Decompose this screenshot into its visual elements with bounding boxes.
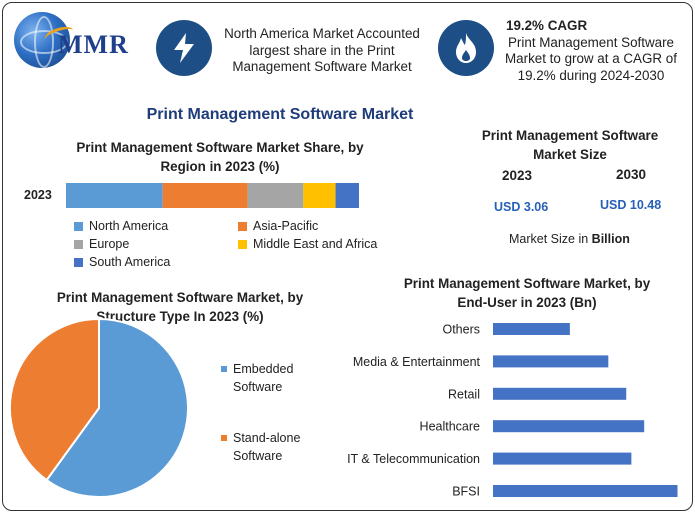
legend-swatch	[74, 221, 83, 231]
enduser-chart-title: Print Management Software Market, by End…	[385, 274, 669, 312]
legend-label: Asia-Pacific	[253, 219, 319, 233]
enduser-bar-others	[493, 323, 570, 335]
legend-label: Europe	[89, 237, 130, 251]
pie-slice-embedded-software	[45, 317, 189, 498]
fact2-line3: 19.2% during 2024-2030	[517, 67, 665, 83]
enduser-bar-chart: Others Media & Entertainment Retail Healthc…	[347, 323, 678, 499]
region-stacked-bar-chart: 2023	[24, 183, 359, 208]
fact1-line2: largest share in the Print	[249, 42, 395, 58]
enduser-title-line2: End-User in 2023 (Bn)	[457, 295, 597, 310]
market-size-unit-note: Market Size in Billion	[509, 232, 630, 246]
brand-logo-text: MMR	[58, 30, 129, 59]
enduser-title-line1: Print Management Software Market, by	[403, 276, 651, 291]
market-size-title-line1: Print Management Software	[481, 128, 659, 143]
region-legend-item-north-america: North America	[74, 219, 168, 233]
structure-chart-title: Print Management Software Market, by Str…	[30, 288, 330, 326]
region-legend-item-middle-east-and-africa: Middle East and Africa	[238, 237, 377, 251]
region-bar-segment-asia-pacific	[162, 183, 248, 208]
legend-label: Stand-alone Software	[233, 429, 300, 465]
unit-note-prefix: Market Size in	[509, 232, 592, 246]
region-legend-item-asia-pacific: Asia-Pacific	[238, 219, 318, 233]
region-title-line2: Region in 2023 (%)	[160, 159, 280, 174]
enduser-bar-healthcare	[493, 420, 645, 433]
region-chart-title: Print Management Software Market Share, …	[50, 138, 390, 176]
legend-label-line1: Stand-alone	[233, 431, 301, 445]
market-size-title: Print Management Software Market Size	[470, 126, 670, 164]
legend-swatch	[74, 257, 83, 267]
region-bar-segment-europe	[247, 183, 304, 208]
fact1-line3: Management Software Market	[232, 59, 412, 74]
market-size-year-2023: 2023	[502, 168, 533, 183]
legend-label: Middle East and Africa	[253, 237, 378, 251]
market-size-value-2023: USD 3.06	[494, 200, 549, 214]
legend-swatch	[221, 366, 227, 372]
market-size-value-2030: USD 10.48	[600, 198, 662, 212]
fact-north-america: North America Market Accounted largest s…	[214, 26, 430, 76]
structure-legend-item-embedded-software: Embedded Software	[221, 360, 293, 396]
fact1-line1: North America Market Accounted	[224, 26, 420, 41]
structure-pie-chart	[9, 317, 189, 498]
flame-icon	[438, 20, 494, 76]
region-category-label: 2023	[24, 188, 52, 202]
legend-label-line2: Software	[233, 449, 283, 463]
region-bar-segment-middle-east-and-africa	[303, 183, 336, 208]
legend-swatch	[74, 239, 83, 249]
region-legend-item-europe: Europe	[74, 237, 129, 251]
legend-label: South America	[89, 255, 171, 269]
fact-cagr: 19.2% CAGR Print Management Software Mar…	[496, 18, 686, 84]
legend-swatch	[238, 239, 247, 249]
legend-label-line1: Embedded	[233, 362, 294, 376]
structure-title-line2: Structure Type In 2023 (%)	[96, 309, 264, 324]
legend-label-line2: Software	[233, 380, 283, 394]
region-bar-segment-north-america	[66, 183, 163, 208]
enduser-category-label-it-telecommunication: IT & Telecommunication	[347, 452, 480, 466]
region-bar-segment-south-america	[335, 183, 359, 208]
enduser-category-label-media-entertainment: Media & Entertainment	[353, 355, 481, 369]
region-legend-item-south-america: South America	[74, 255, 170, 269]
enduser-category-label-retail: Retail	[448, 387, 480, 401]
fact2-line1: Print Management Software	[508, 34, 674, 50]
enduser-bar-it-telecommunication	[493, 452, 632, 465]
pie-slice-stand-alone-software	[9, 317, 100, 482]
globe-logo-icon	[14, 12, 70, 68]
enduser-category-label-bfsi: BFSI	[452, 485, 480, 499]
enduser-category-label-healthcare: Healthcare	[420, 420, 480, 434]
unit-note-unit: Billion	[591, 232, 630, 246]
region-title-line1: Print Management Software Market Share, …	[76, 140, 364, 155]
structure-legend-item-stand-alone-software: Stand-alone Software	[221, 429, 300, 465]
legend-label: North America	[89, 219, 169, 233]
enduser-bar-media-entertainment	[493, 355, 609, 368]
market-size-title-line2: Market Size	[533, 147, 607, 162]
enduser-category-label-others: Others	[442, 323, 480, 337]
legend-swatch	[221, 435, 227, 441]
cagr-headline: 19.2% CAGR	[506, 18, 588, 33]
enduser-bar-bfsi	[493, 485, 678, 497]
fact2-line2: Market to grow at a CAGR of	[505, 51, 677, 66]
structure-title-line1: Print Management Software Market, by	[56, 290, 304, 305]
legend-swatch	[238, 221, 247, 231]
market-size-year-2030: 2030	[616, 167, 647, 182]
legend-label: Embedded Software	[233, 360, 293, 396]
enduser-bar-retail	[493, 387, 627, 400]
main-title: Print Management Software Market	[146, 106, 414, 123]
lightning-icon	[156, 20, 212, 76]
